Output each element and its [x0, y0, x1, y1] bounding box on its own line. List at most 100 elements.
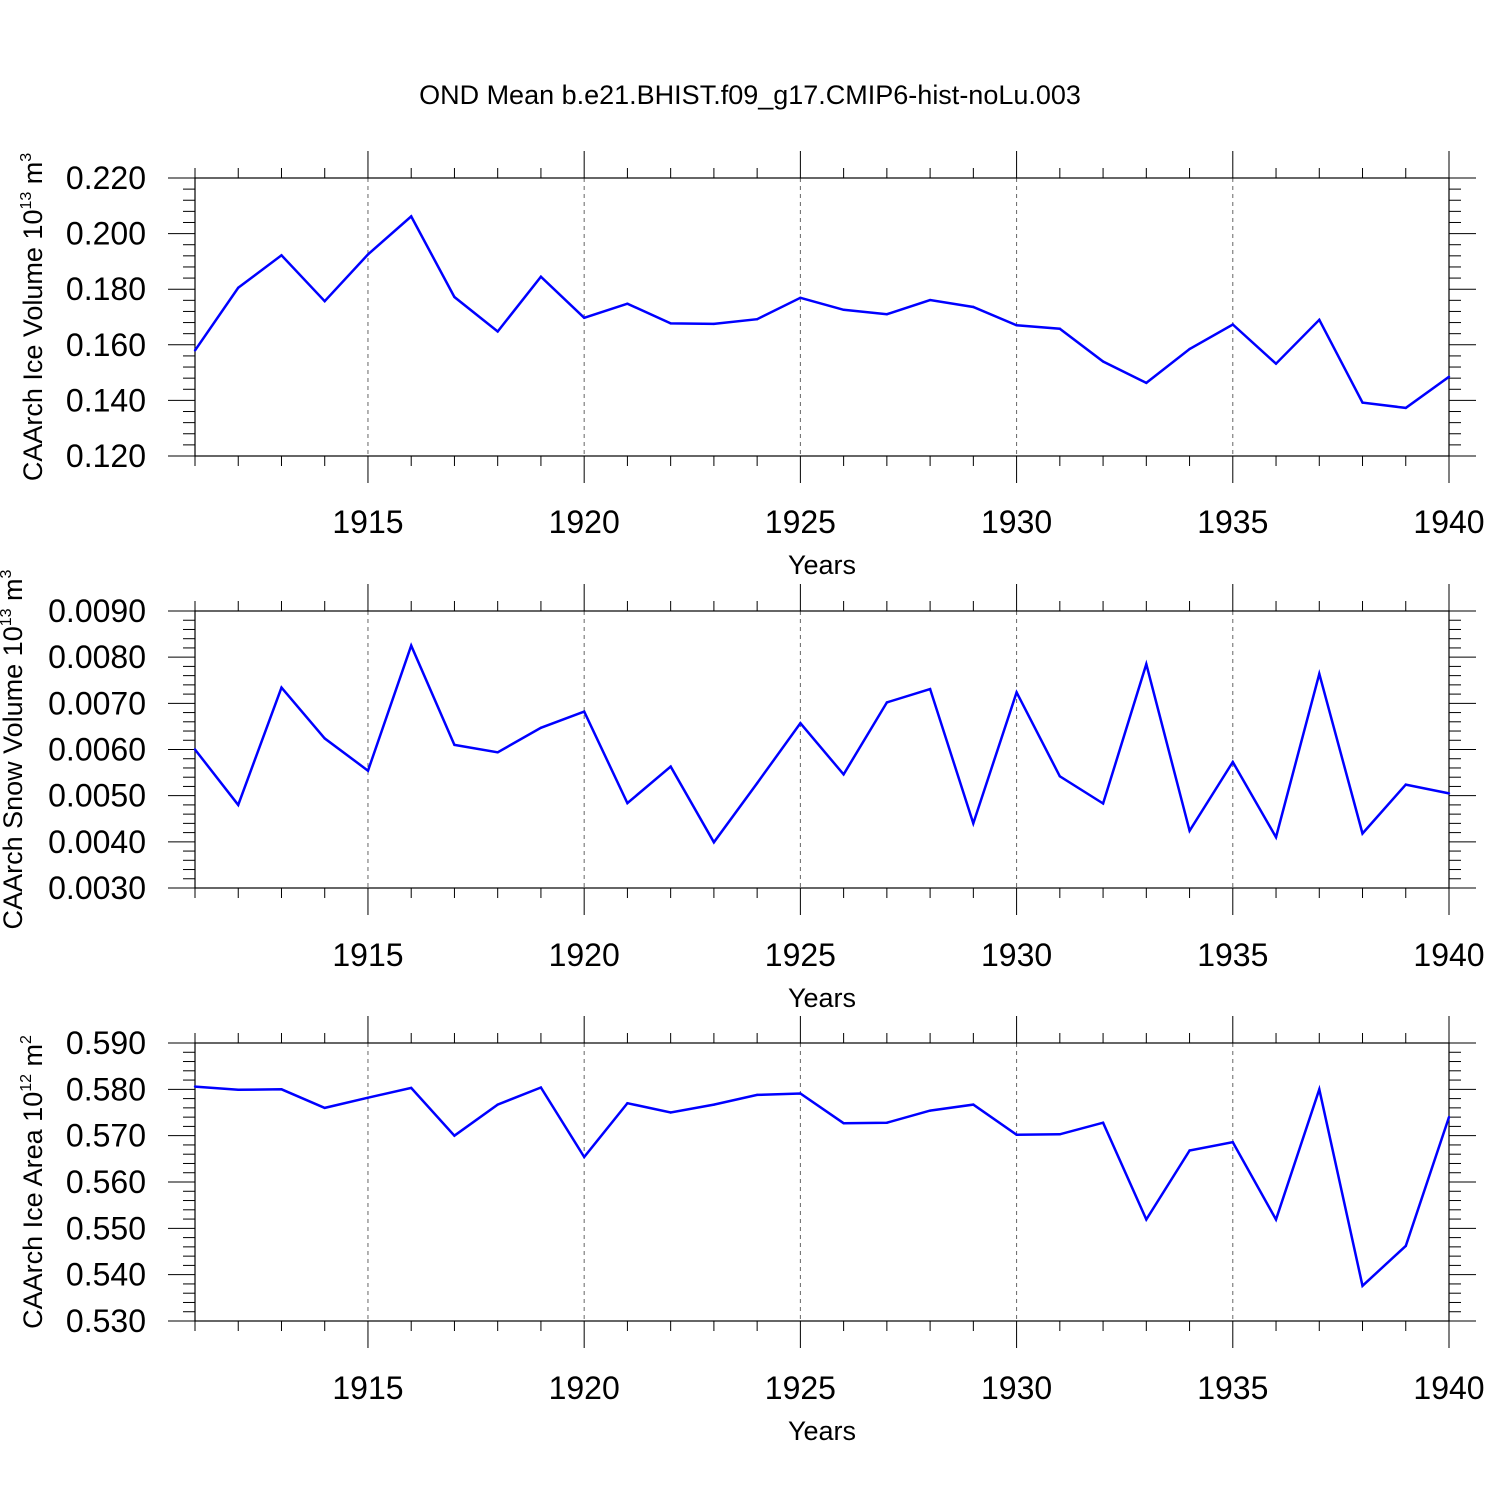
plot-frame: [194, 1042, 1450, 1322]
data-point: [1145, 381, 1148, 385]
data-point: [1447, 375, 1451, 378]
data-point: [669, 322, 672, 325]
y-tick-label: 0.180: [66, 271, 146, 307]
y-tick-label: 0.580: [66, 1071, 146, 1107]
y-tick-label: 0.200: [66, 216, 146, 252]
y-axis-label-unit: m: [0, 578, 28, 608]
data-point: [928, 1109, 932, 1112]
x-tick-label: 1930: [981, 504, 1052, 540]
data-point: [1274, 836, 1278, 839]
data-point: [237, 803, 240, 807]
data-point: [1015, 324, 1018, 327]
data-point: [496, 751, 499, 754]
y-tick-label: 0.570: [66, 1118, 146, 1154]
data-point: [1015, 691, 1018, 694]
data-point: [453, 743, 456, 747]
data-point: [712, 841, 716, 844]
y-axis-label-text: CAArch Snow Volume 10: [0, 626, 28, 929]
y-tick-label: 0.0030: [48, 870, 146, 906]
y-tick-label: 0.0040: [48, 824, 146, 860]
data-point: [972, 1103, 975, 1106]
data-point: [193, 748, 197, 751]
y-tick-label: 0.0060: [48, 732, 146, 768]
data-point: [453, 1134, 456, 1137]
data-point: [1404, 406, 1407, 410]
y-axis-label-unit: m: [18, 162, 48, 192]
y-tick-label: 0.550: [66, 1210, 146, 1246]
x-tick-label: 1935: [1197, 504, 1268, 540]
data-point: [410, 215, 413, 218]
data-point: [193, 349, 197, 352]
y-tick-label: 0.160: [66, 327, 146, 363]
data-point: [1015, 1133, 1018, 1136]
data-point: [799, 721, 802, 725]
data-point: [842, 773, 845, 776]
data-point: [842, 308, 845, 311]
y-tick-label: 0.0050: [48, 778, 146, 814]
data-point: [669, 765, 672, 768]
data-point: [323, 299, 326, 303]
panel-ice-volume: 0.120 0.140 0.160 0.180 0.200 0.220 1915 1920 19…: [18, 151, 1485, 580]
y-axis-label-text: CAArch Ice Area 10: [18, 1092, 48, 1329]
data-point: [669, 1111, 672, 1114]
chart-title: OND Mean b.e21.BHIST.f09_g17.CMIP6-hist-…: [419, 80, 1081, 110]
data-point: [1447, 1115, 1451, 1119]
x-tick-label: 1925: [765, 504, 836, 540]
y-axis-label-exponent: 12: [18, 1074, 35, 1092]
data-point: [582, 1155, 586, 1159]
data-point: [323, 737, 326, 740]
y-axis-label: CAArch Snow Volume 1013 m3: [0, 569, 28, 929]
x-axis-label: Years: [788, 1416, 856, 1446]
data-point: [280, 1088, 283, 1091]
y-axis-label-exponent: 13: [18, 192, 35, 210]
data-point: [1361, 832, 1364, 835]
data-point: [1361, 1284, 1364, 1287]
y-axis-label-unit-exponent: 3: [0, 569, 15, 578]
data-point: [410, 1086, 413, 1090]
data-point: [885, 1121, 889, 1124]
data-point: [323, 1106, 326, 1110]
data-point: [842, 1121, 845, 1125]
y-axis-label: CAArch Ice Volume 1013 m3: [18, 153, 48, 481]
data-point: [799, 1092, 802, 1095]
x-tick-label: 1930: [981, 1370, 1052, 1406]
data-point: [1361, 401, 1364, 404]
y-axis-label-text: CAArch Ice Volume 10: [18, 210, 48, 482]
chart-panels: 0.120 0.140 0.160 0.180 0.200 0.220 1915 1920 19…: [0, 151, 1485, 1446]
data-point: [453, 295, 456, 299]
x-tick-label: 1940: [1413, 504, 1484, 540]
y-tick-label: 0.540: [66, 1257, 146, 1293]
y-axis-label-unit-exponent: 3: [18, 153, 35, 162]
data-point: [582, 710, 586, 713]
series-line: [193, 214, 1450, 410]
data-point: [885, 313, 889, 316]
x-tick-label: 1915: [332, 1370, 403, 1406]
y-tick-label: 0.590: [66, 1025, 146, 1061]
data-point: [539, 726, 543, 730]
data-point: [972, 822, 975, 825]
data-point: [799, 296, 802, 300]
y-tick-label: 0.0090: [48, 593, 146, 629]
data-point: [755, 1093, 759, 1097]
x-tick-label: 1925: [765, 937, 836, 973]
data-point: [1231, 323, 1234, 326]
y-tick-label: 0.0070: [48, 685, 146, 721]
data-point: [237, 1088, 240, 1091]
data-point: [1318, 672, 1321, 675]
y-tick-label: 0.560: [66, 1164, 146, 1200]
y-axis-label-exponent: 13: [0, 608, 15, 626]
x-axis-label: Years: [788, 550, 856, 580]
x-tick-label: 1915: [332, 504, 403, 540]
y-tick-label: 0.0080: [48, 639, 146, 675]
data-point: [1188, 829, 1191, 832]
data-point: [626, 801, 629, 805]
x-tick-label: 1935: [1197, 1370, 1268, 1406]
data-point: [366, 253, 370, 256]
data-point: [626, 1102, 629, 1105]
data-point: [1404, 783, 1407, 786]
x-tick-label: 1930: [981, 937, 1052, 973]
series-line: [194, 642, 1450, 845]
data-point: [712, 322, 716, 326]
data-point: [1058, 775, 1062, 778]
data-point: [928, 298, 932, 302]
